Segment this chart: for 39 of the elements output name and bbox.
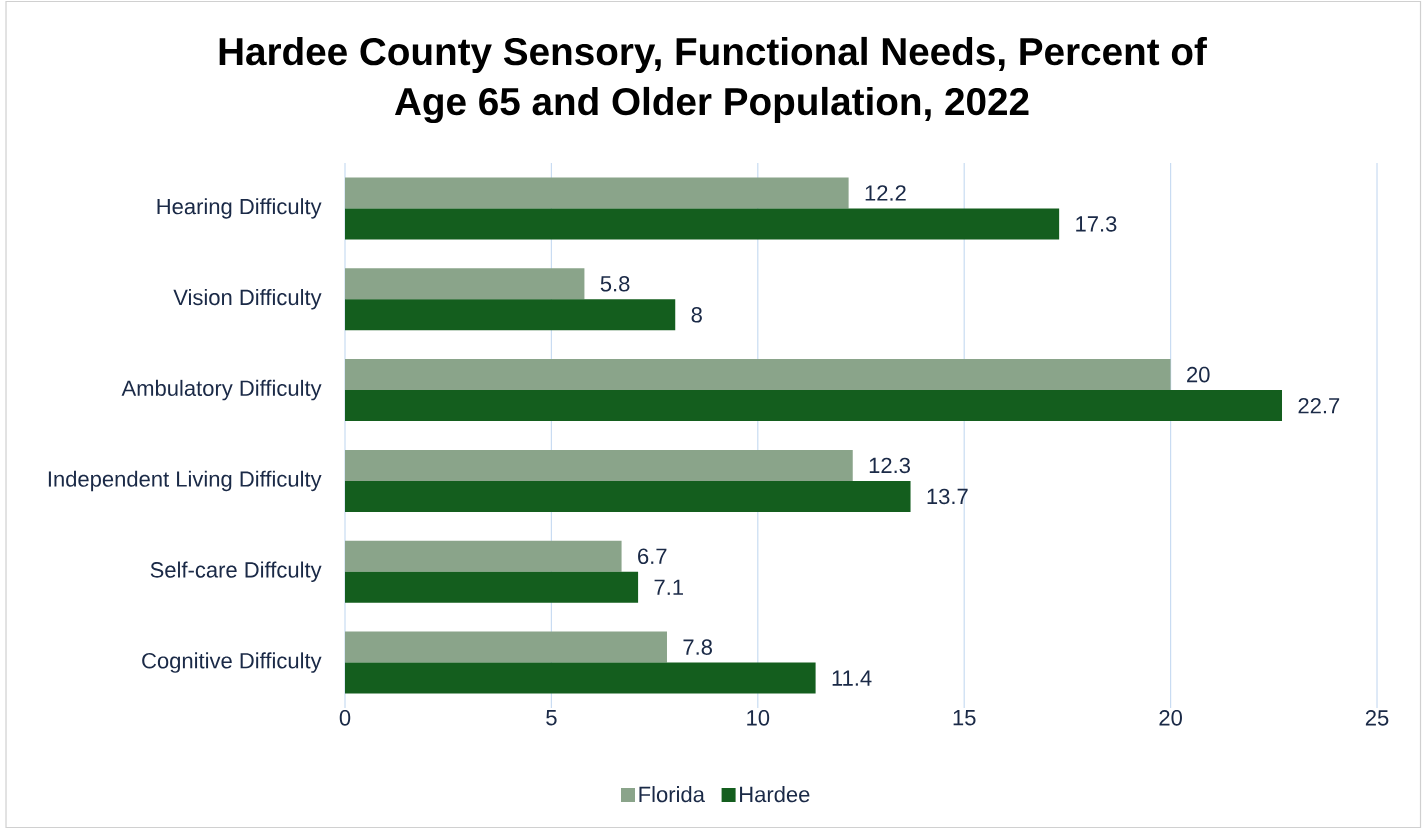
bar [345, 268, 585, 300]
x-tick-label: 10 [747, 710, 770, 726]
bar [345, 662, 816, 694]
data-label: 12.3 [869, 457, 910, 474]
x-tick-label: 25 [1365, 710, 1389, 726]
x-tick-label: 20 [1159, 710, 1182, 726]
data-label: 22.7 [1298, 397, 1340, 414]
bar [345, 390, 1283, 422]
legend-label: Florida [639, 786, 705, 803]
bar [345, 540, 622, 572]
data-label: 17.3 [1076, 216, 1117, 232]
chart-title: Hardee County Sensory, Functional Needs, Percent of Age 65 and Older Population, 2022 [219, 36, 1207, 124]
data-label: 12.2 [865, 185, 906, 201]
y-tick-label: Cognitive Difficulty [142, 652, 322, 673]
bar [345, 571, 639, 603]
data-label: 7.1 [654, 579, 683, 595]
bar [345, 208, 1060, 240]
data-label: 6.7 [638, 548, 667, 565]
bar [345, 177, 849, 209]
y-tick-label: Independent Living Difficulty [48, 470, 322, 492]
y-tick-label: Vision Difficulty [173, 289, 322, 310]
bar [345, 449, 853, 481]
data-label: 5.8 [600, 275, 630, 292]
data-label: 13.7 [927, 488, 968, 505]
y-tick-label: Ambulatory Difficulty [121, 379, 322, 401]
bar [345, 299, 676, 331]
y-tick-label: Hearing Difficulty [157, 198, 322, 219]
bar [345, 359, 1171, 391]
bar [345, 480, 911, 512]
data-label: 20 [1187, 366, 1210, 383]
bar [345, 631, 667, 663]
data-label: 11.4 [832, 670, 872, 686]
x-tick-label: 0 [339, 710, 351, 726]
data-label: 8 [691, 306, 702, 323]
x-tick-label: 5 [546, 710, 557, 726]
y-tick-label: Self-care Diffculty [150, 561, 322, 583]
x-tick-label: 15 [953, 710, 976, 726]
data-label: 7.8 [683, 639, 712, 655]
legend-label: Hardee [740, 786, 810, 803]
